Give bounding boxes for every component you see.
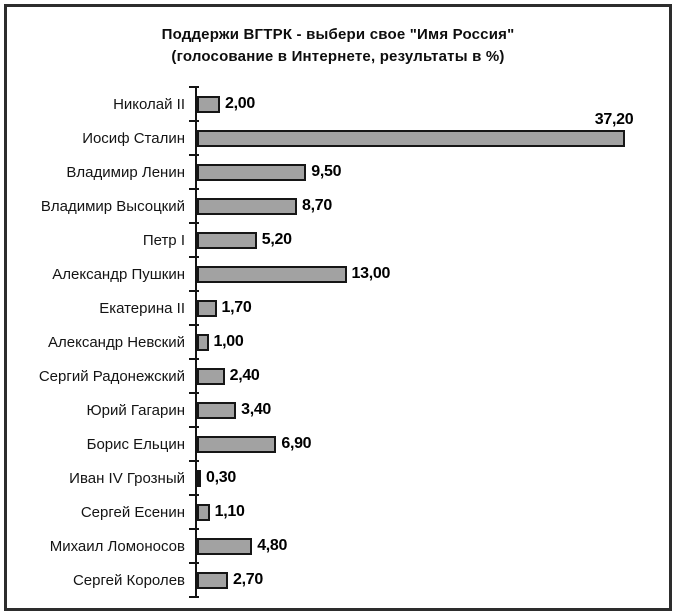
category-label: Борис Ельцин [86,435,185,453]
chart-row: Александр Невский 1,00 [7,324,669,359]
category-label: Александр Пушкин [52,265,185,283]
value-label: 2,40 [229,367,260,384]
value-label: 3,40 [241,401,272,418]
chart-row: Борис Ельцин 6,90 [7,426,669,461]
value-label: 1,70 [221,299,252,316]
value-label: 1,00 [213,333,244,350]
value-label: 4,80 [257,537,288,554]
bar [197,163,307,181]
plot-area: 5,20 [189,222,669,257]
bar [197,367,225,385]
plot-area: 8,70 [189,188,669,223]
plot-area: 37,20 [189,111,669,155]
chart-row: Иосиф Сталин 37,20 [7,111,669,155]
plot-area: 1,70 [189,290,669,325]
bar [197,231,257,249]
bar [197,435,277,453]
plot-area: 2,70 [189,562,669,598]
category-label: Юрий Гагарин [86,401,185,419]
chart-row: Владимир Высоцкий 8,70 [7,188,669,223]
plot-area: 3,40 [189,392,669,427]
category-label: Иван IV Грозный [69,469,185,487]
bar [197,571,229,589]
category-label: Сергей Королев [72,571,185,589]
value-label: 8,70 [302,197,332,214]
bar [197,401,237,419]
category-label: Владимир Ленин [66,163,185,181]
chart-row: Юрий Гагарин 3,40 [7,392,669,427]
chart-title: Поддержи ВГТРК - выбери свое "Имя Россия… [161,26,515,43]
chart-header: Поддержи ВГТРК - выбери свое "Имя Россия… [7,7,669,68]
bar-chart: Николай II 2,00 Иосиф Сталин 37,20 Владимир … [7,86,669,598]
value-label: 1,10 [214,503,245,520]
plot-area: 6,90 [189,426,669,461]
chart-row: Сергей Королев 2,70 [7,562,669,598]
plot-area: 2,00 [189,86,669,121]
chart-row: Петр I 5,20 [7,222,669,257]
bar [197,537,253,555]
category-label: Сергий Радонежский [38,367,185,385]
plot-area: 0,30 [189,460,669,495]
category-label: Николай II [113,95,185,113]
chart-rows: Николай II 2,00 Иосиф Сталин 37,20 Владимир … [7,86,669,598]
plot-area: 1,00 [189,324,669,359]
bar [197,299,217,317]
plot-area: 13,00 [189,256,669,291]
value-label: 6,90 [281,435,312,452]
value-label: 9,50 [311,163,342,180]
category-label: Владимир Высоцкий [40,197,185,215]
chart-row: Александр Пушкин 13,00 [7,256,669,291]
chart-row: Сергей Есенин 1,10 [7,494,669,529]
category-label: Михаил Ломоносов [49,537,185,555]
bar [197,469,201,487]
category-label: Александр Невский [47,333,185,351]
chart-row: Екатерина II 1,70 [7,290,669,325]
value-label: 2,70 [233,571,263,588]
chart-frame: Поддержи ВГТРК - выбери свое "Имя Россия… [4,4,672,611]
category-label: Сергей Есенин [80,503,185,521]
chart-row: Сергий Радонежский 2,40 [7,358,669,393]
bar [197,197,298,215]
value-label: 5,20 [261,231,292,248]
category-label: Екатерина II [99,299,185,317]
plot-area: 1,10 [189,494,669,529]
chart-row: Иван IV Грозный 0,30 [7,460,669,495]
bar [197,95,220,113]
plot-area: 9,50 [189,154,669,189]
category-label: Петр I [142,231,185,249]
bar [197,265,347,283]
value-label: 13,00 [351,265,391,282]
chart-row: Николай II 2,00 [7,86,669,121]
category-label: Иосиф Сталин [82,129,185,147]
chart-row: Владимир Ленин 9,50 [7,154,669,189]
plot-area: 2,40 [189,358,669,393]
bar [197,333,209,351]
chart-row: Михаил Ломоносов 4,80 [7,528,669,563]
chart-subtitle: (голосование в Интернете, результаты в %… [171,48,505,65]
plot-area: 4,80 [189,528,669,563]
value-label: 0,30 [206,469,236,486]
bar [197,503,210,521]
value-label: 2,00 [225,95,255,112]
value-label: 37,20 [594,111,634,128]
bar [197,129,625,147]
